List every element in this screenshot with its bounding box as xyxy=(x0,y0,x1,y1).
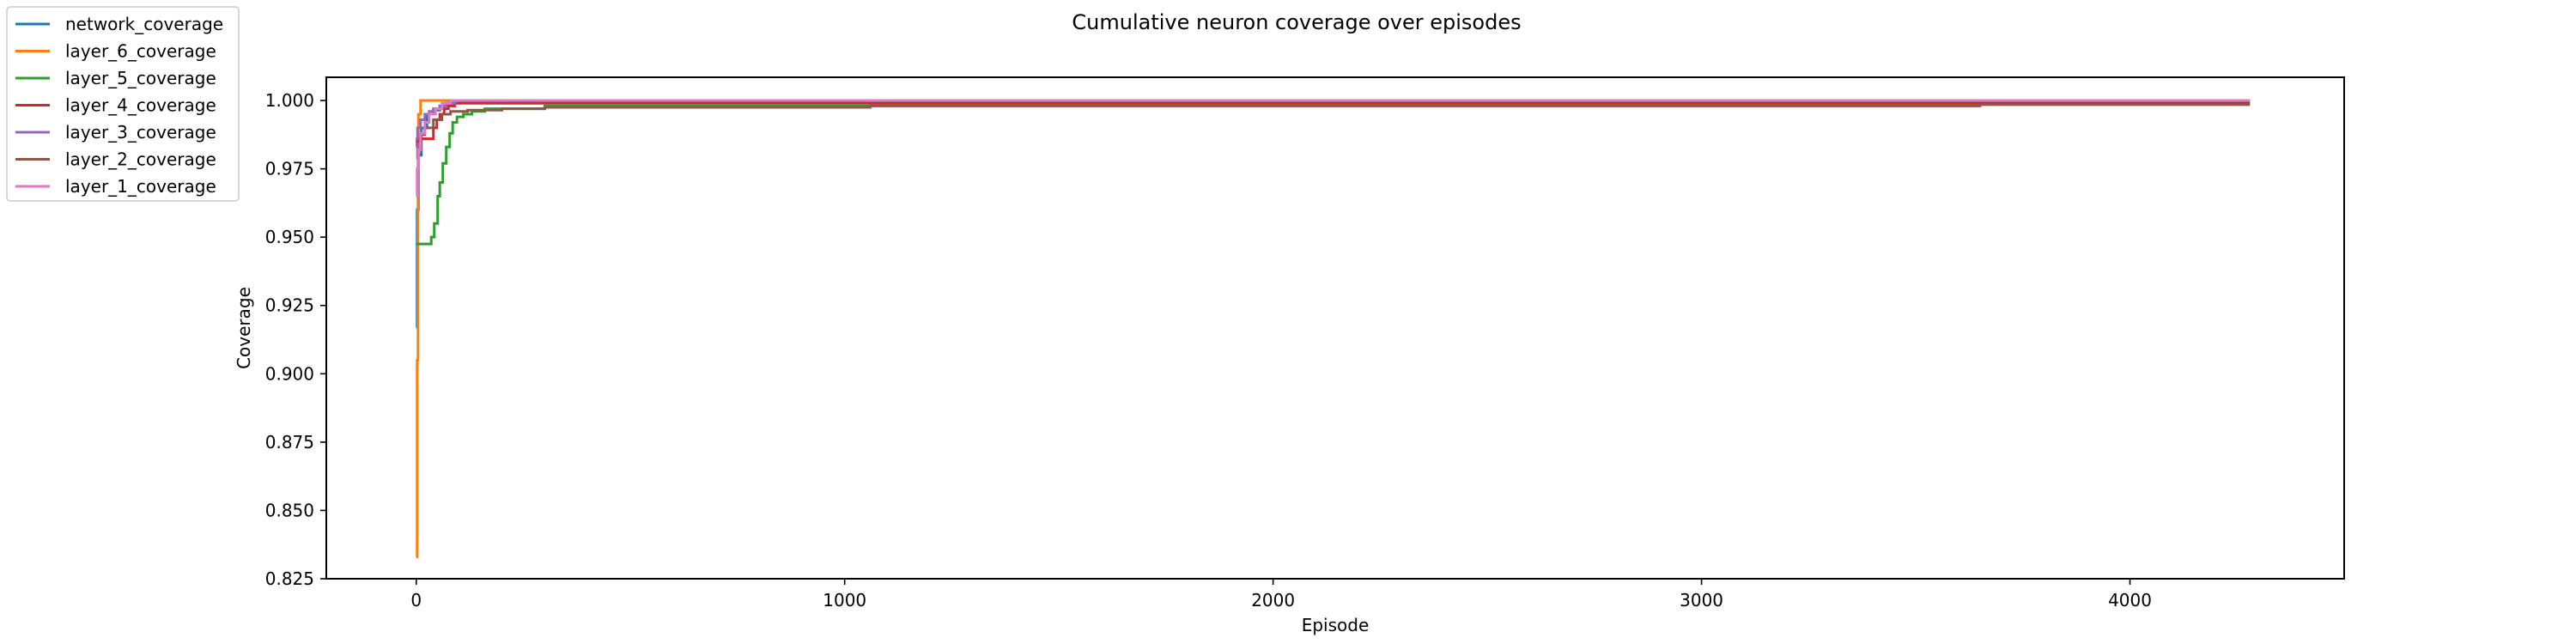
series-line-layer_3_coverage xyxy=(416,99,2251,160)
series-layer xyxy=(416,99,2251,559)
y-tick-label: 1.000 xyxy=(265,90,314,111)
x-axis-label: Episode xyxy=(1302,615,1370,635)
legend-label-layer_1_coverage: layer_1_coverage xyxy=(65,176,216,197)
chart-title: Cumulative neuron coverage over episodes xyxy=(1072,10,1521,34)
series-line-layer_1_coverage xyxy=(416,99,2251,197)
y-tick-label: 0.925 xyxy=(265,295,314,316)
x-tick-label: 3000 xyxy=(1680,590,1723,611)
legend-label-network_coverage: network_coverage xyxy=(65,14,223,34)
series-line-layer_6_coverage xyxy=(416,99,2251,559)
legend-box xyxy=(6,6,240,202)
y-tick-label: 0.825 xyxy=(265,568,314,589)
y-axis: 0.825 0.850 0.875 0.900 0.925 0.950 0.975 1.000 xyxy=(265,90,326,589)
y-tick-label: 0.850 xyxy=(265,500,314,520)
series-line-layer_5_coverage xyxy=(416,101,2251,246)
series-line-layer_2_coverage xyxy=(416,103,2251,143)
x-axis: 0 1000 2000 3000 4000 xyxy=(410,579,2152,611)
x-tick-label: 2000 xyxy=(1251,590,1295,611)
x-tick-label: 4000 xyxy=(2108,590,2152,611)
legend-label-layer_6_coverage: layer_6_coverage xyxy=(65,41,216,62)
legend: network_coverage layer_6_coverage layer_5_… xyxy=(6,6,240,202)
series-line-network_coverage xyxy=(416,100,2251,329)
x-tick-label: 0 xyxy=(410,590,422,611)
legend-label-layer_3_coverage: layer_3_coverage xyxy=(65,122,216,143)
legend-label-layer_5_coverage: layer_5_coverage xyxy=(65,68,216,88)
y-tick-label: 0.950 xyxy=(265,227,314,247)
series-line-layer_4_coverage xyxy=(416,101,2251,149)
legend-label-layer_4_coverage: layer_4_coverage xyxy=(65,95,216,116)
y-axis-label: Coverage xyxy=(234,287,254,369)
y-tick-label: 0.900 xyxy=(265,363,314,384)
x-tick-label: 1000 xyxy=(823,590,866,611)
y-tick-label: 0.975 xyxy=(265,159,314,179)
y-tick-label: 0.875 xyxy=(265,432,314,453)
plot-area xyxy=(325,76,2345,580)
legend-label-layer_2_coverage: layer_2_coverage xyxy=(65,149,216,170)
